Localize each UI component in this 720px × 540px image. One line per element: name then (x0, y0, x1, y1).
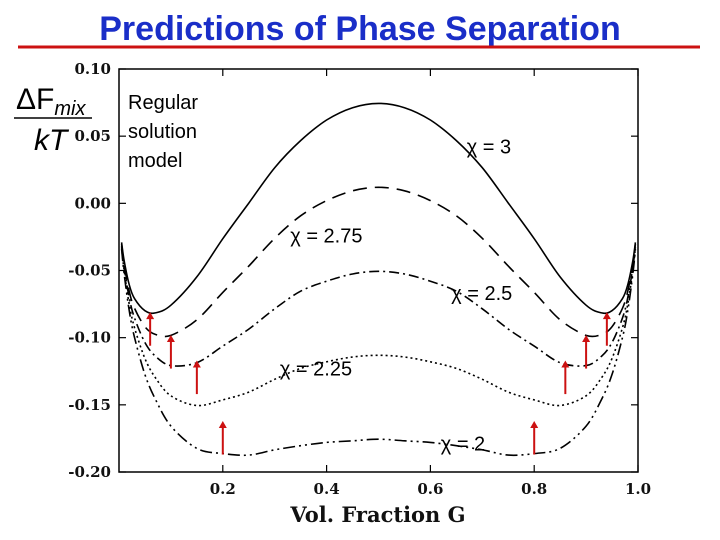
binodal-arrow (530, 420, 539, 455)
binodal-arrow (602, 312, 611, 346)
binodal-arrow (192, 360, 201, 395)
free-energy-curves (120, 102, 637, 457)
x-tick-label: 0.6 (417, 480, 443, 498)
curve-chi-2-25 (120, 247, 637, 407)
chi-label: χ = 3 (467, 137, 511, 159)
curve-chi-2 (120, 249, 637, 457)
svg-text:ΔFmix: ΔFmix (16, 83, 86, 120)
curve-chi-3 (120, 102, 637, 315)
chi-label: χ = 2.5 (451, 283, 512, 305)
x-tick-label: 0.8 (521, 480, 547, 498)
y-tick-label: -0.05 (68, 262, 111, 280)
x-tick-label: 0.2 (210, 480, 236, 498)
y-axis: 0.10 0.05 0.00 -0.05 -0.10 -0.15 -0.20 (68, 60, 638, 481)
chi-label: χ = 2.25 (280, 358, 352, 380)
x-axis: 0.2 0.4 0.6 0.8 1.0 (210, 69, 651, 498)
y-label-delta: ΔF (16, 83, 54, 116)
chi-annotations: χ = 3 χ = 2.75 χ = 2.5 χ = 2.25 χ = 2 (280, 137, 512, 456)
y-tick-label: -0.15 (68, 396, 111, 414)
curve-chi-2-75 (120, 186, 637, 338)
model-label-line2: solution (128, 121, 197, 143)
y-tick-label: 0.10 (74, 60, 111, 78)
y-tick-label: -0.10 (68, 329, 111, 347)
y-tick-label: 0.00 (74, 194, 111, 212)
binodal-arrows (146, 312, 611, 455)
y-tick-label: 0.05 (74, 127, 111, 145)
y-axis-label: ΔFmix kT (14, 83, 92, 157)
binodal-arrow (561, 360, 570, 395)
curve-chi-2-5 (120, 245, 637, 367)
chi-label: χ = 2.75 (290, 225, 362, 247)
page-title: Predictions of Phase Separation (99, 10, 620, 48)
model-label-line1: Regular (128, 92, 198, 114)
y-label-sub: mix (54, 98, 86, 120)
x-axis-label: Vol. Fraction G (289, 502, 465, 527)
y-tick-label: -0.20 (68, 463, 111, 481)
binodal-arrow (146, 312, 155, 346)
x-tick-label: 1.0 (625, 480, 651, 498)
model-label-line3: model (128, 150, 182, 172)
chi-label: χ = 2 (441, 434, 485, 456)
x-tick-label: 0.4 (314, 480, 340, 498)
binodal-arrow (582, 334, 591, 369)
y-label-denominator: kT (34, 124, 70, 157)
binodal-arrow (166, 334, 175, 369)
binodal-arrow (218, 420, 227, 455)
